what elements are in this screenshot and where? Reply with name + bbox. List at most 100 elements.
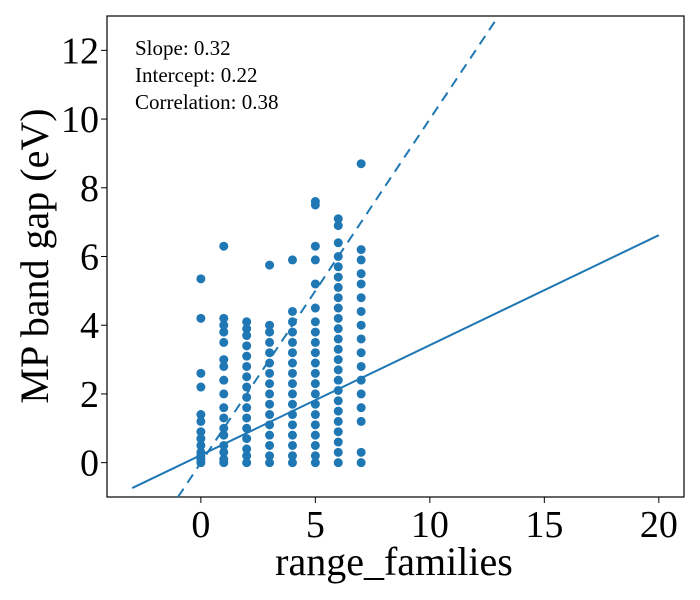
scatter-point <box>196 382 206 392</box>
scatter-point <box>310 303 320 313</box>
scatter-point <box>287 389 297 399</box>
scatter-point <box>356 269 366 279</box>
scatter-point <box>333 396 343 406</box>
scatter-point <box>310 420 320 430</box>
scatter-point <box>333 282 343 292</box>
scatter-point <box>333 427 343 437</box>
scatter-point <box>310 279 320 289</box>
scatter-point <box>333 447 343 457</box>
y-axis-label: MP band gap (eV) <box>12 108 57 403</box>
scatter-point <box>287 327 297 337</box>
scatter-point <box>310 241 320 251</box>
scatter-point <box>310 348 320 358</box>
scatter-point <box>242 341 252 351</box>
scatter-point <box>287 255 297 265</box>
scatter-point <box>287 379 297 389</box>
scatter-point <box>287 430 297 440</box>
annotation: Slope: 0.32 <box>135 36 231 60</box>
scatter-point <box>333 214 343 224</box>
y-tick-label: 8 <box>80 168 99 210</box>
scatter-point <box>219 413 229 423</box>
scatter-point <box>242 423 252 433</box>
scatter-point <box>310 327 320 337</box>
scatter-point <box>333 238 343 248</box>
scatter-point <box>219 313 229 323</box>
scatter-point <box>310 197 320 207</box>
scatter-point <box>219 375 229 385</box>
scatter-point <box>265 440 275 450</box>
scatter-point <box>242 351 252 361</box>
scatter-point <box>242 444 252 454</box>
scatter-point <box>333 303 343 313</box>
scatter-point <box>356 159 366 169</box>
scatter-point <box>333 221 343 231</box>
scatter-point <box>356 348 366 358</box>
x-tick-label: 0 <box>191 504 210 546</box>
scatter-point <box>287 306 297 316</box>
scatter-point <box>196 274 206 284</box>
scatter-point <box>287 458 297 468</box>
scatter-point <box>310 317 320 327</box>
scatter-point <box>310 410 320 420</box>
scatter-point <box>219 241 229 251</box>
scatter-point <box>242 392 252 402</box>
scatter-point <box>265 260 275 270</box>
scatter-point <box>356 279 366 289</box>
scatter-point <box>333 375 343 385</box>
scatter-point <box>356 320 366 330</box>
scatter-point <box>287 368 297 378</box>
y-tick-label: 6 <box>80 237 99 279</box>
scatter-point <box>287 348 297 358</box>
x-tick-label: 5 <box>306 504 325 546</box>
scatter-point <box>219 361 229 371</box>
scatter-point <box>333 406 343 416</box>
scatter-point <box>356 389 366 399</box>
scatter-point <box>333 437 343 447</box>
y-tick-label: 4 <box>80 305 99 347</box>
scatter-point <box>242 451 252 461</box>
scatter-point <box>287 451 297 461</box>
scatter-point <box>333 355 343 365</box>
x-tick-label: 20 <box>640 504 678 546</box>
scatter-point <box>310 368 320 378</box>
scatter-point <box>219 355 229 365</box>
scatter-point <box>265 451 275 461</box>
annotation: Intercept: 0.22 <box>135 63 257 87</box>
scatter-point <box>219 454 229 464</box>
scatter-point <box>287 420 297 430</box>
scatter-point <box>265 399 275 409</box>
scatter-point <box>287 337 297 347</box>
scatter-point <box>242 331 252 341</box>
scatter-point <box>356 255 366 265</box>
scatter-point <box>356 245 366 255</box>
scatter-point <box>219 337 229 347</box>
scatter-point <box>265 430 275 440</box>
scatter-point <box>265 358 275 368</box>
scatter-point <box>196 368 206 378</box>
scatter-point <box>356 361 366 371</box>
scatter-point <box>219 327 229 337</box>
scatter-point <box>196 313 206 323</box>
scatter-point <box>265 410 275 420</box>
scatter-point <box>242 403 252 413</box>
scatter-point <box>356 334 366 344</box>
scatter-point <box>265 389 275 399</box>
scatter-point <box>265 379 275 389</box>
scatter-point <box>219 403 229 413</box>
scatter-point <box>333 324 343 334</box>
scatter-point <box>242 413 252 423</box>
scatter-point <box>287 440 297 450</box>
y-tick-label: 10 <box>61 99 99 141</box>
scatter-point <box>333 293 343 303</box>
scatter-point <box>287 358 297 368</box>
x-axis-label: range_families <box>275 539 513 584</box>
scatter-point <box>333 334 343 344</box>
scatter-point <box>242 372 252 382</box>
scatter-point <box>356 416 366 426</box>
scatter-point <box>310 440 320 450</box>
scatter-point <box>356 447 366 457</box>
x-tick-label: 15 <box>525 504 563 546</box>
scatter-point <box>242 324 252 334</box>
scatter-point <box>196 410 206 420</box>
scatter-point <box>310 255 320 265</box>
